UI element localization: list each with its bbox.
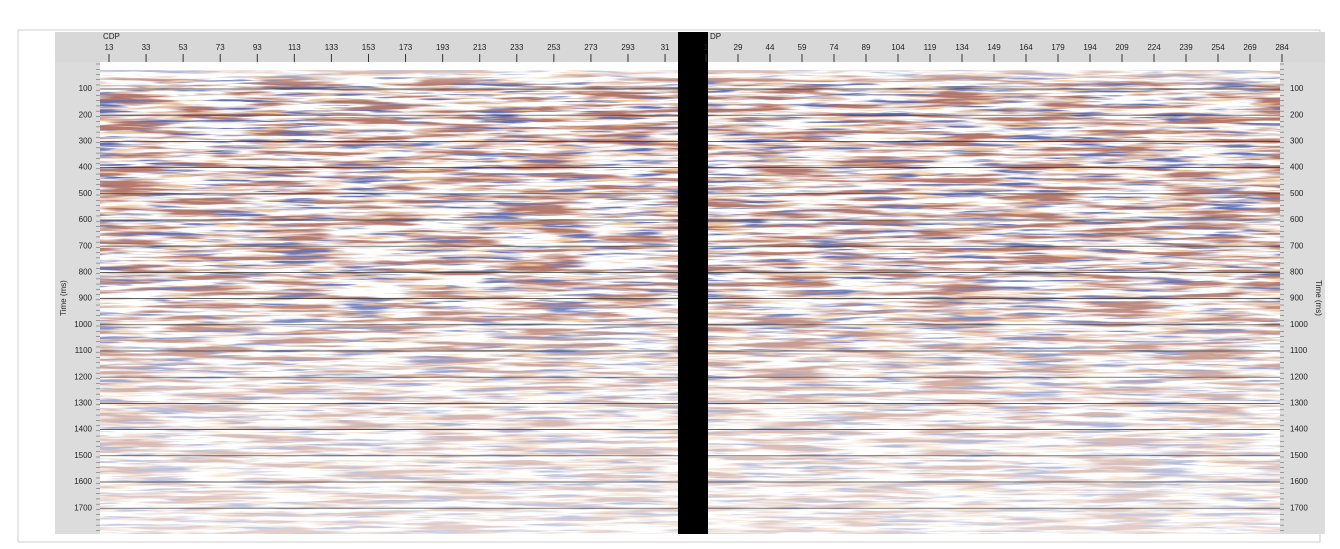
time-tick: 1600 — [74, 477, 92, 486]
cdp-label: 213 — [473, 43, 487, 52]
time-tick: 800 — [79, 268, 93, 277]
time-tick: 1300 — [1290, 399, 1308, 408]
time-tick: 1500 — [74, 451, 92, 460]
time-tick: 1700 — [74, 503, 92, 512]
cdp-label: 104 — [891, 43, 905, 52]
cdp-label: 293 — [621, 43, 635, 52]
cdp-label: 133 — [325, 43, 339, 52]
time-tick: 300 — [1290, 137, 1304, 146]
cdp-label: 194 — [1083, 43, 1097, 52]
time-tick: 1100 — [1290, 346, 1308, 355]
time-tick: 200 — [79, 110, 93, 119]
cdp-label: 93 — [253, 43, 262, 52]
cdp-label: 173 — [399, 43, 413, 52]
time-tick: 1000 — [1290, 320, 1308, 329]
time-label: Time (ms) — [1314, 280, 1323, 316]
cdp-label: 73 — [216, 43, 225, 52]
left-header: CDP — [103, 32, 120, 41]
seismic-traces — [100, 62, 1280, 534]
time-tick: 500 — [79, 189, 93, 198]
cdp-label: 53 — [179, 43, 188, 52]
time-tick: 900 — [79, 294, 93, 303]
cdp-label: 164 — [1019, 43, 1033, 52]
time-tick: 1500 — [1290, 451, 1308, 460]
time-tick: 900 — [1290, 294, 1304, 303]
left-axis — [55, 62, 100, 534]
cdp-label: 224 — [1147, 43, 1161, 52]
time-tick: 100 — [79, 84, 93, 93]
cdp-label: 193 — [436, 43, 450, 52]
cdp-label: 134 — [955, 43, 969, 52]
time-tick: 1600 — [1290, 477, 1308, 486]
time-tick: 1400 — [1290, 425, 1308, 434]
cdp-label: 33 — [142, 43, 151, 52]
time-tick: 1200 — [1290, 372, 1308, 381]
time-tick: 600 — [79, 215, 93, 224]
cdp-label: 31 — [661, 43, 670, 52]
time-tick: 700 — [1290, 241, 1304, 250]
time-tick: 1100 — [75, 346, 93, 355]
cdp-label: 1 — [704, 43, 709, 52]
right-axis — [1280, 62, 1325, 534]
time-tick: 1200 — [74, 372, 92, 381]
time-tick: 1300 — [74, 399, 92, 408]
cdp-label: 113 — [288, 43, 301, 52]
cdp-label: 29 — [734, 43, 743, 52]
divider — [678, 32, 708, 534]
cdp-label: 153 — [362, 43, 376, 52]
cdp-label: 59 — [798, 43, 807, 52]
time-tick: 1700 — [1290, 503, 1308, 512]
cdp-label: 239 — [1179, 43, 1193, 52]
cdp-label: 233 — [510, 43, 524, 52]
cdp-label: 119 — [924, 43, 937, 52]
cdp-label: 74 — [830, 43, 839, 52]
cdp-label: 149 — [987, 43, 1001, 52]
time-tick: 100 — [1290, 84, 1304, 93]
time-tick: 800 — [1290, 268, 1304, 277]
cdp-label: 273 — [584, 43, 598, 52]
cdp-label: 254 — [1211, 43, 1225, 52]
time-tick: 300 — [79, 137, 93, 146]
cdp-label: 89 — [862, 43, 871, 52]
time-tick: 500 — [1290, 189, 1304, 198]
cdp-label: 44 — [766, 43, 775, 52]
time-tick: 400 — [79, 163, 93, 172]
time-tick: 700 — [79, 241, 93, 250]
time-label: Time (ms) — [59, 280, 68, 316]
cdp-label: 179 — [1051, 43, 1065, 52]
time-tick: 600 — [1290, 215, 1304, 224]
cdp-label: 284 — [1275, 43, 1289, 52]
cdp-label: 209 — [1115, 43, 1129, 52]
time-tick: 400 — [1290, 163, 1304, 172]
time-tick: 200 — [1290, 110, 1304, 119]
cdp-label: 13 — [105, 43, 114, 52]
cdp-label: 253 — [547, 43, 561, 52]
cdp-label: 269 — [1243, 43, 1257, 52]
time-tick: 1000 — [74, 320, 92, 329]
right-header: DP — [710, 32, 721, 41]
time-tick: 1400 — [74, 425, 92, 434]
